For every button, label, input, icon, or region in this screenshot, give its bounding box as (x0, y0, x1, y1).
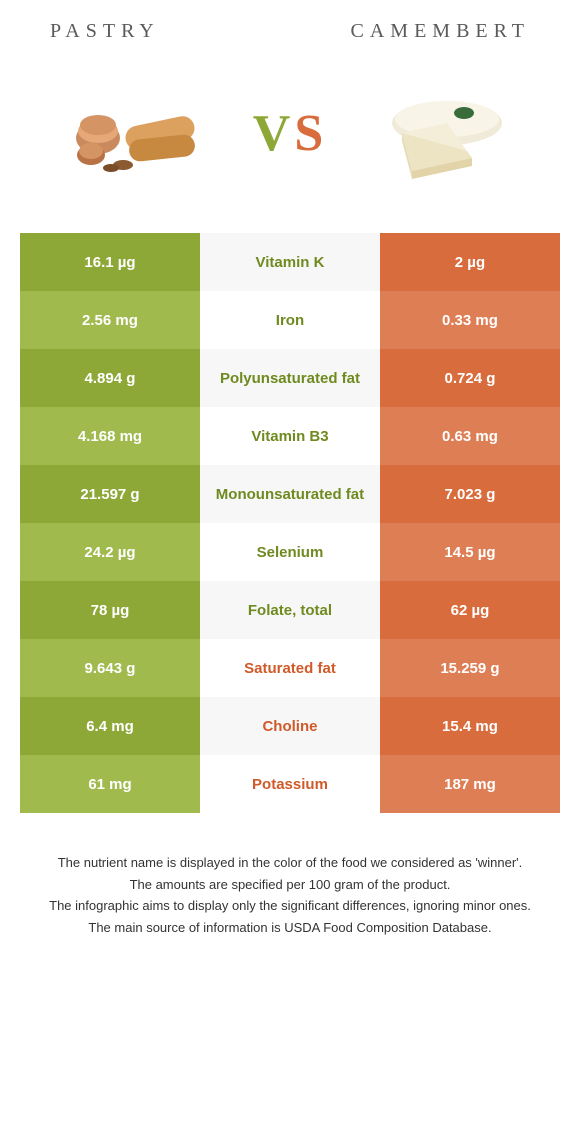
nutrient-name-cell: Vitamin B3 (200, 407, 380, 465)
table-row: 78 µgFolate, total62 µg (20, 581, 560, 639)
left-value-cell: 16.1 µg (20, 233, 200, 291)
pastry-image (58, 73, 218, 193)
table-row: 2.56 mgIron0.33 mg (20, 291, 560, 349)
footnote-line: The nutrient name is displayed in the co… (32, 853, 548, 873)
table-row: 21.597 gMonounsaturated fat7.023 g (20, 465, 560, 523)
nutrient-name-cell: Choline (200, 697, 380, 755)
footnotes: The nutrient name is displayed in the co… (20, 853, 560, 937)
footnote-line: The main source of information is USDA F… (32, 918, 548, 938)
pastry-icon (63, 83, 213, 183)
right-value-cell: 2 µg (380, 233, 560, 291)
right-value-cell: 0.63 mg (380, 407, 560, 465)
right-value-cell: 0.724 g (380, 349, 560, 407)
right-value-cell: 0.33 mg (380, 291, 560, 349)
footnote-line: The infographic aims to display only the… (32, 896, 548, 916)
table-row: 6.4 mgCholine15.4 mg (20, 697, 560, 755)
table-row: 4.168 mgVitamin B30.63 mg (20, 407, 560, 465)
comparison-table: 16.1 µgVitamin K2 µg2.56 mgIron0.33 mg4.… (20, 233, 560, 813)
right-value-cell: 187 mg (380, 755, 560, 813)
right-value-cell: 14.5 µg (380, 523, 560, 581)
camembert-image (362, 73, 522, 193)
right-value-cell: 15.4 mg (380, 697, 560, 755)
vs-s-letter: S (294, 105, 327, 162)
left-value-cell: 21.597 g (20, 465, 200, 523)
left-value-cell: 6.4 mg (20, 697, 200, 755)
nutrient-name-cell: Polyunsaturated fat (200, 349, 380, 407)
left-value-cell: 2.56 mg (20, 291, 200, 349)
vs-v-letter: V (253, 105, 295, 162)
left-value-cell: 24.2 µg (20, 523, 200, 581)
left-value-cell: 4.894 g (20, 349, 200, 407)
nutrient-name-cell: Iron (200, 291, 380, 349)
left-value-cell: 9.643 g (20, 639, 200, 697)
left-value-cell: 4.168 mg (20, 407, 200, 465)
right-value-cell: 15.259 g (380, 639, 560, 697)
nutrient-name-cell: Vitamin K (200, 233, 380, 291)
infographic-container: Pastry Camembert VS (0, 0, 580, 959)
nutrient-name-cell: Selenium (200, 523, 380, 581)
table-row: 4.894 gPolyunsaturated fat0.724 g (20, 349, 560, 407)
footnote-line: The amounts are specified per 100 gram o… (32, 875, 548, 895)
right-food-title: Camembert (351, 20, 530, 43)
left-value-cell: 78 µg (20, 581, 200, 639)
left-food-title: Pastry (50, 20, 160, 43)
table-row: 61 mgPotassium187 mg (20, 755, 560, 813)
camembert-icon (372, 83, 512, 183)
images-row: VS (20, 73, 560, 193)
nutrient-name-cell: Monounsaturated fat (200, 465, 380, 523)
right-value-cell: 7.023 g (380, 465, 560, 523)
right-value-cell: 62 µg (380, 581, 560, 639)
table-row: 9.643 gSaturated fat15.259 g (20, 639, 560, 697)
vs-label: VS (253, 104, 327, 163)
table-row: 16.1 µgVitamin K2 µg (20, 233, 560, 291)
nutrient-name-cell: Saturated fat (200, 639, 380, 697)
nutrient-name-cell: Potassium (200, 755, 380, 813)
header-row: Pastry Camembert (20, 20, 560, 43)
nutrient-name-cell: Folate, total (200, 581, 380, 639)
left-value-cell: 61 mg (20, 755, 200, 813)
table-row: 24.2 µgSelenium14.5 µg (20, 523, 560, 581)
